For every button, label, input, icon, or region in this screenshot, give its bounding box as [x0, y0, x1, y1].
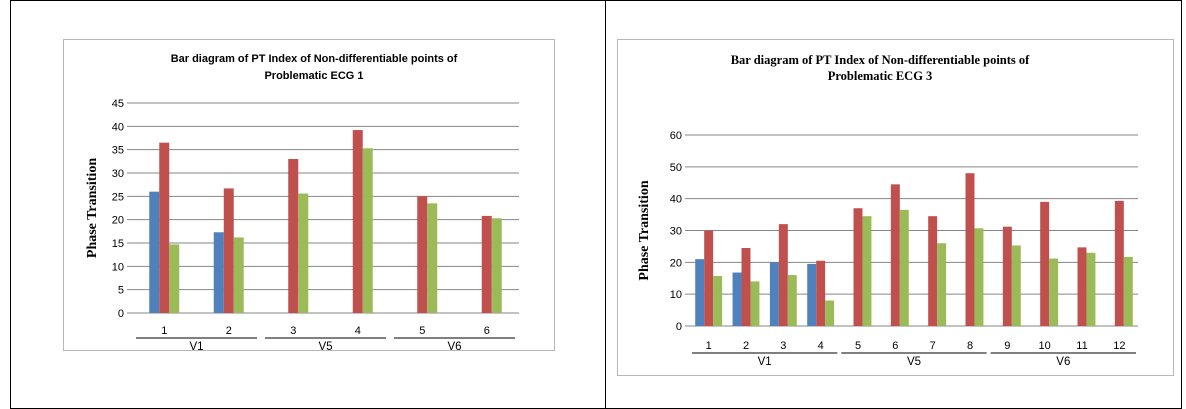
bar-series1-cat3	[769, 262, 779, 326]
group-label: V5	[318, 341, 332, 353]
bar-series3-cat1	[169, 244, 180, 313]
y-axis-label: Phase Transition	[637, 180, 652, 280]
bar-series1-cat1	[149, 191, 160, 313]
x-tick-label: 8	[967, 340, 973, 352]
bar-series3-cat12	[1123, 256, 1133, 326]
x-tick-label: 4	[355, 325, 361, 337]
x-tick-label: 1	[706, 340, 712, 352]
y-axis-label: Phase Transition	[85, 158, 100, 258]
y-tick-label: 0	[118, 308, 124, 320]
chart-title-line: Bar diagram of PT Index of Non-different…	[731, 53, 1030, 67]
bar-series2-cat6	[890, 184, 900, 326]
bar-series2-cat10	[1040, 201, 1050, 326]
chart-title-line: Problematic ECG 3	[828, 69, 933, 83]
bar-series2-cat8	[965, 173, 975, 326]
y-tick-label: 45	[112, 98, 124, 110]
bar-series3-cat7	[937, 243, 947, 326]
x-tick-label: 2	[743, 340, 749, 352]
x-tick-label: 10	[1039, 340, 1051, 352]
bar-series3-cat6	[899, 209, 909, 326]
x-tick-label: 3	[780, 340, 786, 352]
y-tick-label: 30	[112, 168, 124, 180]
chart-title-line: Problematic ECG 1	[264, 70, 363, 82]
bar-series3-cat2	[750, 281, 760, 326]
x-tick-label: 4	[818, 340, 824, 352]
bar-series3-cat4	[362, 148, 373, 313]
chart-ecg3-svg: Bar diagram of PT Index of Non-different…	[637, 53, 1138, 368]
chart-title-line: Bar diagram of PT Index of Non-different…	[171, 53, 458, 65]
group-label: V6	[447, 341, 461, 353]
x-tick-label: 6	[892, 340, 898, 352]
y-tick-label: 20	[670, 257, 682, 269]
group-label: V6	[1056, 356, 1070, 368]
group-label: V1	[189, 341, 203, 353]
y-tick-label: 60	[670, 130, 682, 142]
bar-series2-cat1	[704, 230, 714, 326]
y-tick-label: 20	[112, 215, 124, 227]
x-tick-label: 7	[930, 340, 936, 352]
group-label: V5	[907, 356, 921, 368]
x-tick-label: 6	[484, 325, 490, 337]
table-cell-left: Bar diagram of PT Index of Non-different…	[10, 0, 606, 409]
bar-series2-cat12	[1114, 200, 1124, 326]
bar-series2-cat7	[928, 216, 938, 326]
bar-series2-cat5	[853, 208, 863, 326]
x-tick-label: 9	[1004, 340, 1010, 352]
bar-series2-cat11	[1077, 247, 1087, 326]
bar-series3-cat3	[298, 193, 309, 313]
x-tick-label: 11	[1076, 340, 1087, 352]
bar-series3-cat2	[233, 237, 244, 313]
table-cell-right: Bar diagram of PT Index of Non-different…	[605, 0, 1182, 409]
y-tick-label: 40	[670, 194, 682, 206]
y-tick-label: 10	[670, 289, 682, 301]
y-tick-label: 35	[112, 145, 124, 157]
bar-series3-cat5	[427, 203, 438, 313]
y-tick-label: 25	[112, 191, 124, 203]
x-tick-label: 5	[855, 340, 861, 352]
bar-series2-cat2	[741, 248, 751, 326]
bar-series2-cat6	[481, 215, 492, 313]
group-label: V1	[758, 356, 772, 368]
y-tick-label: 40	[112, 121, 124, 133]
bar-series3-cat4	[825, 300, 835, 326]
bar-series2-cat5	[417, 196, 428, 313]
bar-series1-cat2	[213, 232, 224, 313]
x-tick-label: 5	[419, 325, 425, 337]
bar-series2-cat2	[223, 188, 234, 313]
bar-series3-cat1	[713, 276, 723, 326]
bar-series3-cat8	[974, 228, 984, 326]
y-tick-label: 15	[112, 238, 124, 250]
bar-series2-cat1	[159, 142, 170, 313]
bar-series3-cat6	[491, 218, 502, 313]
y-tick-label: 5	[118, 285, 124, 297]
bar-series1-cat2	[732, 272, 742, 326]
chart-ecg1-svg: Bar diagram of PT Index of Non-different…	[85, 53, 519, 353]
y-tick-label: 50	[670, 162, 682, 174]
bar-series3-cat9	[1011, 245, 1021, 326]
y-tick-label: 0	[676, 321, 682, 333]
x-tick-label: 2	[226, 325, 232, 337]
x-tick-label: 3	[290, 325, 296, 337]
bar-series3-cat10	[1049, 258, 1059, 326]
bar-series3-cat11	[1086, 252, 1096, 326]
bar-series2-cat3	[778, 224, 788, 326]
x-tick-label: 1	[161, 325, 167, 337]
chart-ecg3: Bar diagram of PT Index of Non-different…	[617, 39, 1174, 376]
bar-series2-cat9	[1002, 226, 1012, 326]
bar-series2-cat4	[816, 260, 826, 326]
bar-series3-cat3	[787, 275, 797, 326]
bar-series3-cat5	[862, 216, 872, 326]
bar-series2-cat4	[352, 130, 363, 313]
bar-series1-cat1	[695, 259, 705, 326]
y-tick-label: 30	[670, 226, 682, 238]
chart-ecg1: Bar diagram of PT Index of Non-different…	[63, 39, 555, 353]
bar-series2-cat3	[288, 159, 299, 313]
x-tick-label: 12	[1113, 340, 1125, 352]
y-tick-label: 10	[112, 261, 124, 273]
bar-series1-cat4	[807, 263, 817, 326]
